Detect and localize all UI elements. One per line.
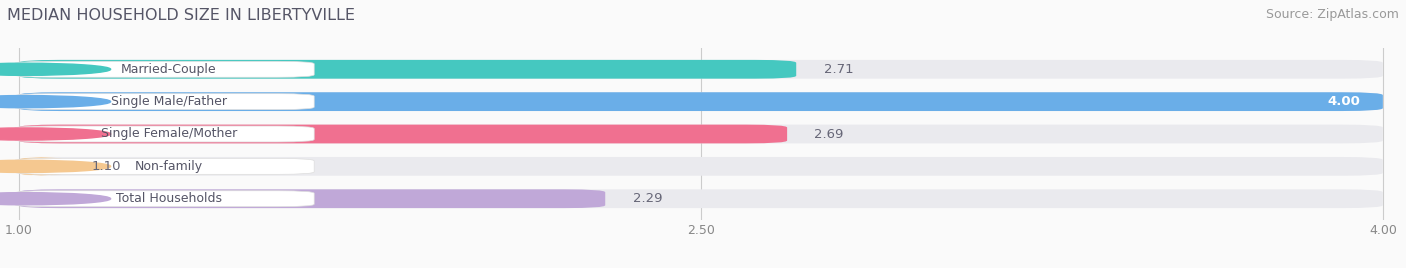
Text: Source: ZipAtlas.com: Source: ZipAtlas.com: [1265, 8, 1399, 21]
FancyBboxPatch shape: [18, 92, 1384, 111]
Text: 2.71: 2.71: [824, 63, 853, 76]
FancyBboxPatch shape: [14, 94, 314, 110]
Circle shape: [0, 96, 111, 108]
FancyBboxPatch shape: [14, 126, 314, 142]
FancyBboxPatch shape: [14, 191, 314, 207]
Text: Single Female/Mother: Single Female/Mother: [101, 128, 236, 140]
FancyBboxPatch shape: [18, 60, 796, 79]
FancyBboxPatch shape: [18, 157, 65, 176]
Circle shape: [0, 160, 111, 172]
FancyBboxPatch shape: [14, 158, 314, 174]
Text: Single Male/Father: Single Male/Father: [111, 95, 226, 108]
Text: MEDIAN HOUSEHOLD SIZE IN LIBERTYVILLE: MEDIAN HOUSEHOLD SIZE IN LIBERTYVILLE: [7, 8, 356, 23]
Text: 2.29: 2.29: [633, 192, 662, 205]
FancyBboxPatch shape: [18, 125, 787, 143]
FancyBboxPatch shape: [18, 125, 1384, 143]
Circle shape: [0, 63, 111, 75]
Text: 2.69: 2.69: [814, 128, 844, 140]
FancyBboxPatch shape: [18, 60, 1384, 79]
Text: Married-Couple: Married-Couple: [121, 63, 217, 76]
Text: Total Households: Total Households: [115, 192, 222, 205]
FancyBboxPatch shape: [18, 92, 1384, 111]
Text: 4.00: 4.00: [1327, 95, 1360, 108]
FancyBboxPatch shape: [18, 157, 1384, 176]
Text: Non-family: Non-family: [135, 160, 202, 173]
FancyBboxPatch shape: [14, 61, 314, 77]
Text: 1.10: 1.10: [91, 160, 121, 173]
FancyBboxPatch shape: [18, 189, 605, 208]
Circle shape: [0, 193, 111, 205]
FancyBboxPatch shape: [18, 189, 1384, 208]
Circle shape: [0, 128, 111, 140]
